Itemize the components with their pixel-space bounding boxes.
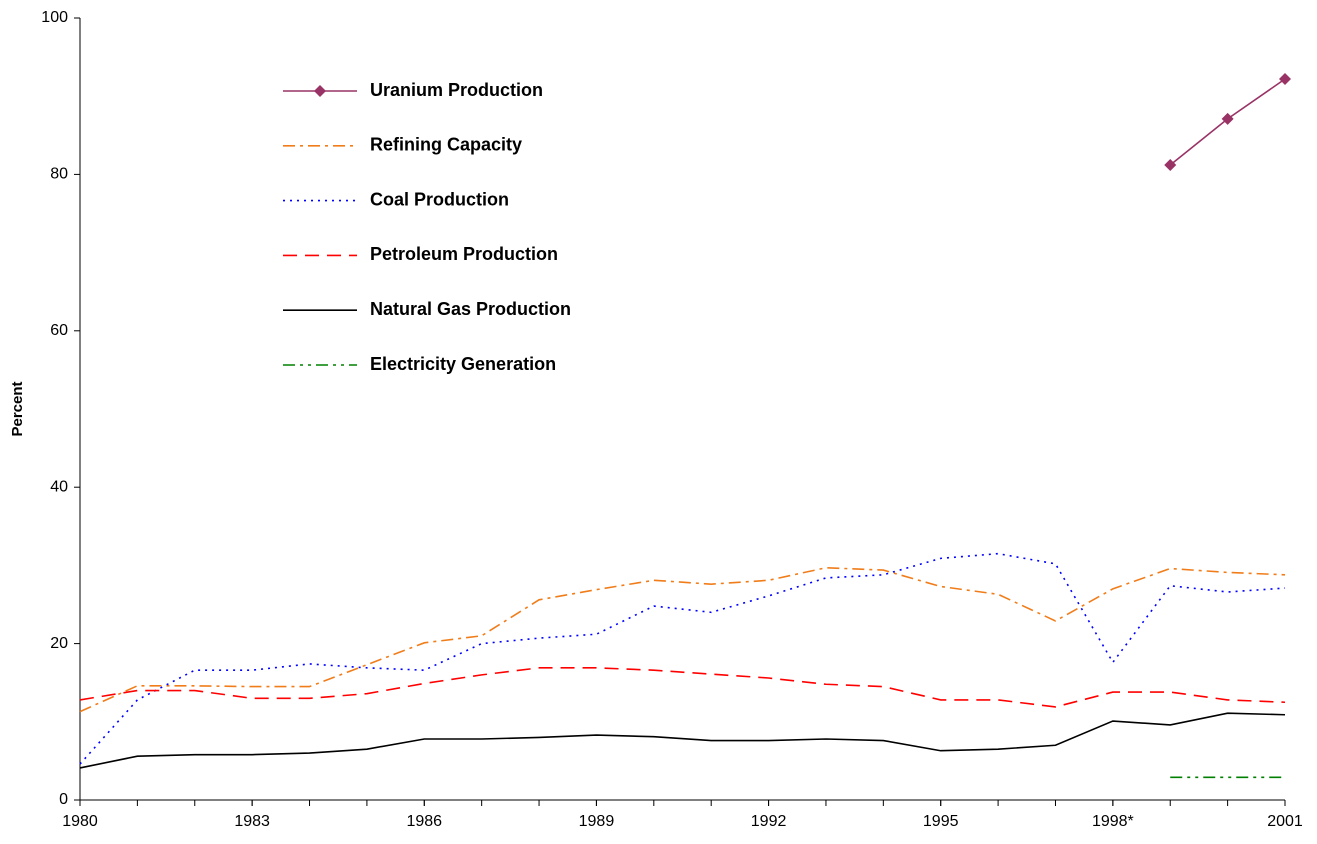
- x-tick-label: 1995: [923, 813, 959, 830]
- series-line: [79, 552, 1286, 765]
- y-tick-label: 0: [59, 791, 68, 808]
- series-line: [79, 712, 1286, 769]
- x-tick-label: 1980: [62, 813, 98, 830]
- legend-marker: [314, 85, 326, 97]
- y-tick-label: 100: [41, 9, 68, 26]
- y-tick-label: 80: [50, 166, 68, 183]
- legend-label: Refining Capacity: [370, 135, 522, 155]
- legend-label: Coal Production: [370, 189, 509, 209]
- legend-label: Electricity Generation: [370, 354, 556, 374]
- x-tick-label: 1989: [579, 813, 615, 830]
- x-tick-label: 1998*: [1092, 813, 1134, 830]
- y-tick-label: 60: [50, 322, 68, 339]
- y-tick-label: 20: [50, 635, 68, 652]
- x-tick-label: 2001: [1267, 813, 1303, 830]
- y-axis-title: Percent: [9, 381, 26, 436]
- series-line: [79, 667, 1286, 708]
- marker: [1279, 72, 1291, 85]
- legend-label: Petroleum Production: [370, 244, 558, 264]
- y-tick-label: 40: [50, 478, 68, 495]
- x-tick-label: 1992: [751, 813, 787, 830]
- series-line: [79, 566, 1286, 713]
- x-tick-label: 1983: [234, 813, 270, 830]
- x-tick-label: 1986: [406, 813, 442, 830]
- legend-label: Natural Gas Production: [370, 299, 571, 319]
- legend-label: Uranium Production: [370, 80, 543, 100]
- marker: [1164, 159, 1177, 172]
- marker: [1221, 112, 1234, 125]
